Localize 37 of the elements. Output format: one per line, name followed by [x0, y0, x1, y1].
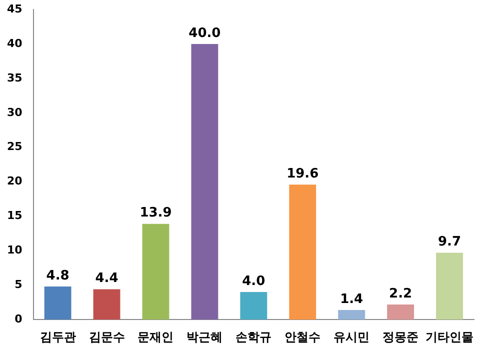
data-label: 13.9 — [140, 206, 172, 221]
x-tick-label: 유시민 — [334, 330, 370, 344]
y-tick-label: 15 — [6, 209, 22, 222]
bar — [142, 224, 170, 320]
bar — [240, 292, 268, 320]
y-tick-label: 40 — [6, 36, 23, 50]
x-tick-label: 박근혜 — [186, 330, 223, 344]
data-label: 4.4 — [95, 271, 118, 286]
bar — [93, 289, 120, 320]
bar — [191, 44, 218, 320]
data-label: 4.0 — [242, 274, 266, 289]
bar — [387, 304, 414, 320]
bar — [289, 184, 316, 320]
x-tick-label: 김문수 — [88, 330, 125, 344]
y-tick-label: 25 — [6, 140, 22, 154]
data-label: 2.2 — [389, 286, 412, 302]
data-label: 40.0 — [188, 26, 221, 41]
data-label: 19.6 — [286, 166, 319, 182]
bar — [338, 310, 366, 320]
y-tick-label: 0 — [14, 312, 23, 326]
data-label: 1.4 — [340, 292, 364, 307]
x-tick-label: 정몽준 — [382, 330, 419, 344]
y-tick-label: 20 — [6, 174, 23, 188]
y-tick-label: 35 — [6, 71, 22, 84]
bar — [44, 286, 72, 320]
x-tick-label: 문재인 — [138, 330, 174, 344]
x-tick-label: 김두관 — [40, 330, 76, 344]
y-tick-label: 30 — [6, 106, 23, 119]
y-tick-label: 45 — [6, 2, 22, 16]
bar — [436, 252, 463, 320]
y-tick-label: 5 — [14, 278, 22, 292]
x-tick-label: 손학규 — [236, 330, 272, 344]
data-label: 9.7 — [438, 234, 462, 250]
data-label: 4.8 — [46, 268, 70, 284]
x-tick-label: 기타인물 — [426, 330, 474, 344]
x-tick-label: 안철수 — [284, 330, 321, 344]
y-tick-label: 10 — [6, 244, 23, 257]
